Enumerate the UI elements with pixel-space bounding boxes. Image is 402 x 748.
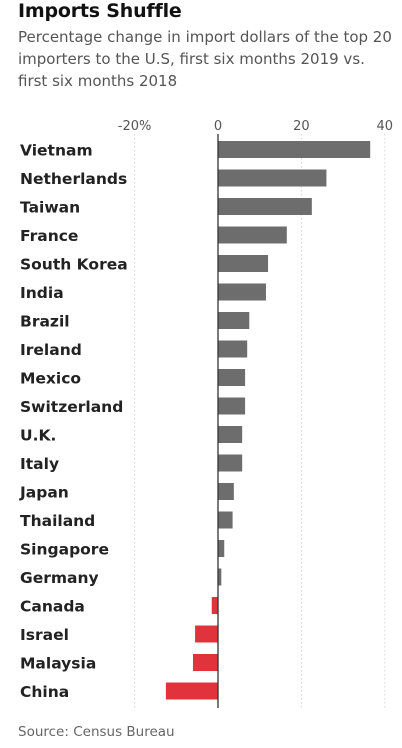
category-label: Mexico [20, 370, 81, 388]
bar-brazil [218, 312, 250, 329]
x-tick-labels: -20% 0 20 40 [118, 119, 393, 134]
bar-malaysia [192, 654, 218, 671]
bar-china [165, 682, 218, 700]
bar-netherlands [218, 169, 327, 187]
category-label: France [20, 227, 78, 245]
bar-taiwan [218, 198, 312, 215]
category-label: Japan [19, 484, 69, 502]
category-label: Canada [20, 598, 85, 616]
category-label: Israel [20, 626, 69, 644]
bar-thailand [218, 511, 233, 529]
gridlines [134, 134, 386, 708]
category-label: Germany [20, 569, 99, 587]
chart-subtitle: Percentage change in import dollars of t… [18, 28, 392, 90]
bar-italy [218, 454, 243, 472]
bar-u-k [218, 426, 243, 443]
chart-title: Imports Shuffle [18, 0, 182, 22]
bar-france [218, 226, 287, 244]
category-label: Taiwan [20, 199, 80, 217]
bars [165, 141, 371, 700]
category-label: Italy [20, 455, 59, 473]
bar-ireland [218, 340, 248, 358]
source-note: Source: Census Bureau [18, 724, 175, 740]
category-label: Malaysia [20, 655, 96, 673]
category-label: China [20, 683, 69, 701]
bar-mexico [218, 369, 246, 386]
category-label: Netherlands [20, 170, 127, 188]
x-tick-label: 40 [377, 119, 394, 134]
bar-japan [218, 483, 234, 500]
category-label: India [20, 284, 64, 302]
bar-canada [211, 597, 218, 614]
bar-vietnam [218, 141, 371, 158]
category-label: Thailand [20, 512, 95, 530]
category-label: South Korea [20, 256, 128, 274]
category-label: Vietnam [20, 142, 93, 160]
bar-israel [195, 625, 218, 643]
bar-india [218, 283, 266, 301]
bar-singapore [218, 540, 225, 557]
bar-switzerland [218, 397, 246, 415]
category-label: Brazil [20, 313, 70, 331]
x-tick-label: 0 [214, 119, 222, 134]
category-label: Singapore [20, 541, 109, 559]
x-tick-label: 20 [293, 119, 310, 134]
category-label: Ireland [20, 341, 82, 359]
bar-germany [218, 568, 222, 586]
x-tick-label: -20% [118, 119, 152, 134]
bar-south-korea [218, 255, 269, 272]
category-label: Switzerland [20, 398, 123, 416]
category-labels: Vietnam Netherlands Taiwan France South Kore… [19, 142, 128, 702]
category-label: U.K. [20, 427, 56, 445]
